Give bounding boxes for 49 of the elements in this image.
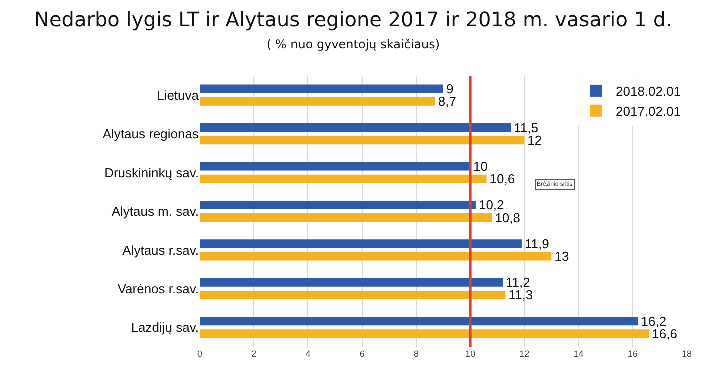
y-tick-label: Alytaus m. sav.	[112, 204, 199, 220]
bar	[200, 84, 444, 94]
data-label: 10,2	[478, 198, 504, 213]
data-label: 16,6	[652, 326, 678, 342]
data-label: 11,2	[506, 275, 530, 290]
bar	[200, 330, 650, 338]
bar	[200, 136, 525, 145]
bar	[200, 252, 552, 261]
x-tick-label: 2	[252, 349, 257, 359]
data-label: 16,2	[641, 314, 667, 329]
data-label: 10	[474, 158, 488, 174]
x-tick-label: 12	[520, 349, 530, 359]
bar	[200, 200, 476, 210]
y-tick-label: Druskininkų sav.	[104, 165, 199, 180]
y-tick-label: Lazdijų sav.	[131, 320, 199, 336]
data-label: 10,8	[495, 210, 521, 226]
x-tick-label: 14	[574, 349, 584, 359]
bar	[200, 278, 504, 287]
bar	[200, 124, 512, 132]
bar	[200, 290, 506, 300]
bar	[200, 317, 638, 326]
x-tick-label: 0	[197, 349, 203, 359]
x-tick-label: 8	[414, 349, 419, 359]
y-tick-label: Lietuva	[157, 88, 200, 103]
bar	[200, 174, 487, 184]
chart-title: Nedarbo lygis LT ir Alytaus regione 2017 ir 2018 m. vasario 1 d.	[34, 7, 672, 32]
y-tick-label: Alytaus regionas	[102, 126, 200, 142]
x-tick-label: 16	[628, 349, 638, 359]
data-label: 9	[446, 82, 454, 97]
x-tick-label: 18	[682, 349, 692, 359]
chart-subtitle: ( % nuo gyventojų skaičiaus)	[266, 37, 440, 52]
y-tick-label: Varėnos r.sav.	[118, 281, 199, 296]
x-tick-label: 6	[360, 349, 365, 359]
x-tick-label: 10	[466, 349, 476, 359]
legend-label: 2018.02.01	[616, 84, 682, 100]
legend-label: 2017.02.01	[616, 104, 682, 119]
bar	[200, 97, 436, 106]
data-label: 11,3	[508, 288, 534, 303]
x-tick-label: 4	[306, 349, 311, 359]
data-label: 13	[554, 249, 570, 264]
data-label: 11,5	[514, 120, 538, 136]
data-label: 8,7	[438, 94, 456, 110]
data-label: 11,9	[524, 236, 550, 252]
data-label: 12	[528, 132, 542, 148]
bar	[200, 214, 492, 222]
bar	[200, 162, 471, 171]
bar	[200, 240, 522, 248]
data-label: 10,6	[490, 172, 516, 187]
y-tick-label: Alytaus r.sav.	[122, 242, 199, 258]
